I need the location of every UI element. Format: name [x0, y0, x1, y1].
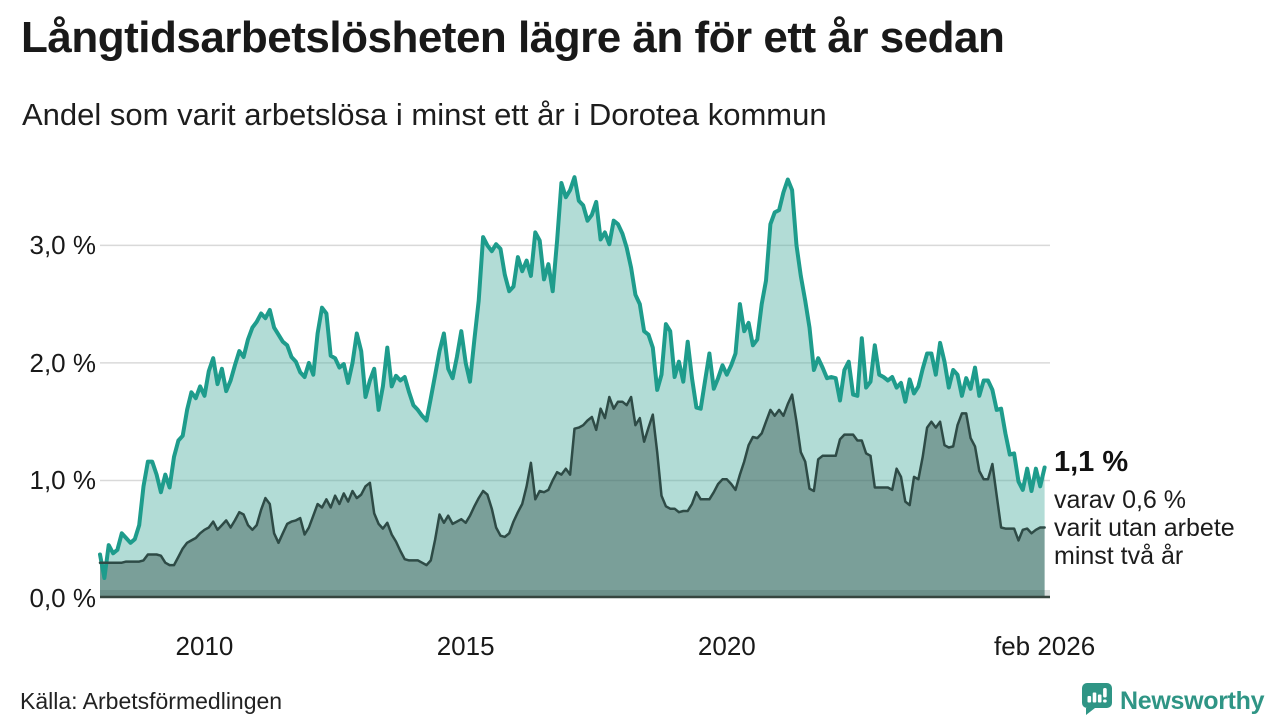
newsworthy-wordmark: Newsworthy: [1120, 687, 1265, 715]
y-tick-label: 0,0 %: [29, 583, 97, 613]
annotation-note-line: minst två år: [1054, 542, 1184, 570]
x-tick-label: 2020: [697, 631, 756, 661]
x-tick-label: 2015: [436, 631, 495, 661]
newsworthy-speech-bubble-bar-chart-icon: [1082, 683, 1112, 720]
page-title: Långtidsarbetslösheten lägre än för ett …: [21, 13, 1005, 62]
x-tick-label: feb 2026: [993, 631, 1096, 661]
newsworthy-logo: Newsworthy: [1082, 683, 1265, 720]
page-subtitle: Andel som varit arbetslösa i minst ett å…: [22, 97, 827, 132]
y-tick-label: 2,0 %: [29, 347, 97, 378]
end-value-label: 1,1 %: [1054, 446, 1129, 478]
annotation-note-line: varit utan arbete: [1054, 514, 1235, 542]
y-tick-label: 1,0 %: [29, 465, 97, 496]
x-tick-label: 2010: [175, 631, 234, 661]
y-tick-label: 3,0 %: [29, 230, 97, 261]
end-value-annotation: 1,1 % varav 0,6 % varit utan arbete mins…: [1054, 446, 1274, 570]
annotation-note-line: varav 0,6 %: [1054, 486, 1187, 514]
source-credit: Källa: Arbetsförmedlingen: [20, 688, 283, 714]
